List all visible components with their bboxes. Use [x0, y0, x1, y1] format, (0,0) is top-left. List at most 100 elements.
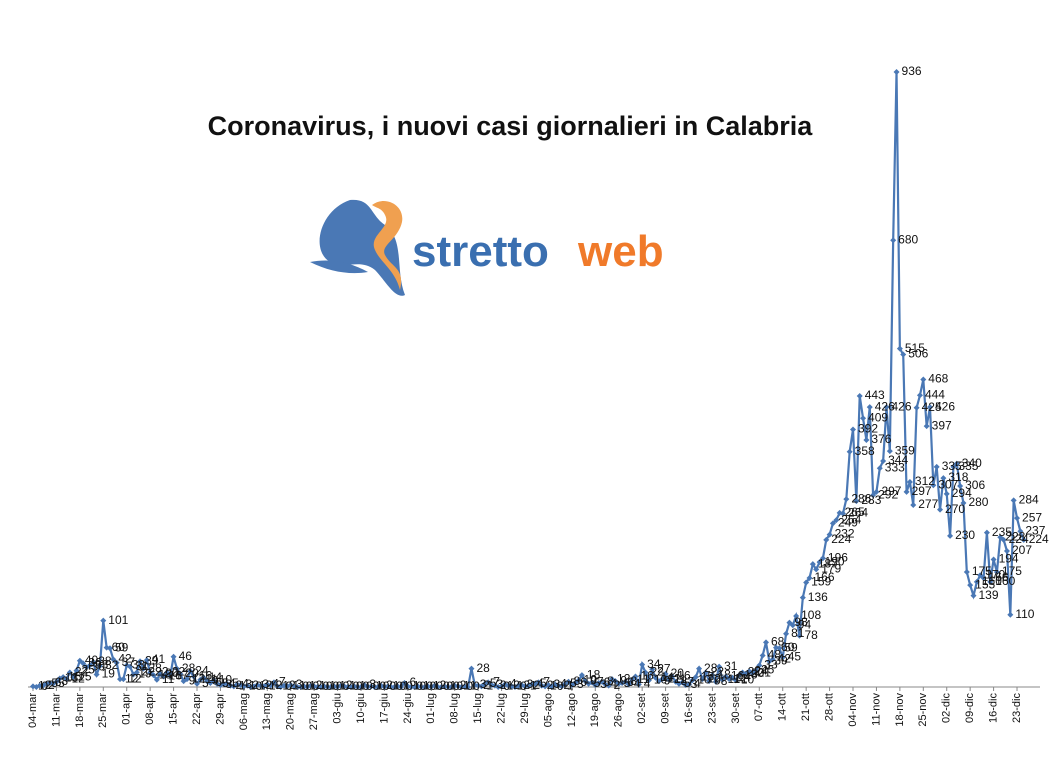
data-point — [639, 661, 646, 668]
x-tick-label: 16-dic — [987, 693, 999, 723]
value-label: 5 — [51, 676, 58, 690]
data-point — [418, 684, 425, 690]
data-point — [90, 659, 97, 666]
value-label: 3 — [553, 677, 560, 691]
data-point — [53, 678, 60, 685]
data-point — [963, 569, 970, 576]
data-point — [662, 670, 669, 677]
data-point — [665, 676, 672, 683]
value-label: 7 — [687, 675, 694, 689]
data-point — [371, 684, 378, 690]
value-label: 48 — [768, 648, 782, 662]
x-tick-label: 18-mar — [74, 693, 86, 728]
value-label: 33 — [764, 657, 778, 671]
data-point — [732, 677, 739, 684]
data-point — [853, 498, 860, 505]
value-label: 2 — [346, 678, 353, 692]
value-label: 0 — [306, 679, 313, 693]
value-label: 294 — [952, 486, 972, 500]
data-point — [756, 662, 763, 669]
data-point — [183, 676, 190, 683]
data-point — [137, 658, 144, 665]
value-label: 397 — [932, 418, 952, 432]
value-label: 1 — [413, 679, 420, 693]
value-label: 1 — [38, 679, 45, 693]
value-label: 179 — [821, 562, 841, 576]
data-point — [779, 654, 786, 661]
x-tick-label: 23-set — [706, 693, 718, 724]
value-label: 2 — [614, 678, 621, 692]
data-point — [826, 531, 833, 538]
data-point — [96, 662, 103, 669]
data-point — [187, 668, 194, 675]
data-point — [692, 674, 699, 681]
value-label: 45 — [788, 650, 802, 664]
value-label: 46 — [179, 649, 193, 663]
data-point — [434, 684, 441, 690]
value-label: 4 — [537, 677, 544, 691]
data-point — [578, 672, 585, 679]
data-point — [194, 680, 201, 687]
data-point — [953, 460, 960, 467]
value-label: 0 — [363, 679, 370, 693]
value-label: 21 — [758, 665, 772, 679]
data-point — [1003, 548, 1010, 555]
value-label: 12 — [192, 671, 206, 685]
value-label: 9 — [620, 673, 627, 687]
value-label: 2 — [440, 678, 447, 692]
value-label: 22 — [651, 665, 665, 679]
value-label: 3 — [600, 677, 607, 691]
data-point — [793, 613, 800, 620]
value-label: 20 — [751, 666, 765, 680]
value-label: 6 — [215, 675, 222, 689]
data-point — [829, 520, 836, 527]
value-label: 1 — [530, 679, 537, 693]
value-label: 0 — [333, 679, 340, 693]
value-label: 0 — [326, 679, 333, 693]
data-point — [113, 659, 120, 666]
data-point — [850, 426, 857, 433]
value-label: 6 — [627, 675, 634, 689]
value-label: 0 — [399, 679, 406, 693]
data-point — [605, 682, 612, 689]
value-label: 5 — [684, 676, 691, 690]
value-label: 257 — [1022, 510, 1042, 524]
data-point — [880, 457, 887, 464]
value-label: 680 — [898, 232, 918, 246]
logo-shape — [310, 260, 368, 274]
value-label: 81 — [791, 626, 805, 640]
x-tick-label: 21-ott — [800, 693, 812, 721]
value-label: 376 — [871, 432, 891, 446]
data-point — [819, 555, 826, 562]
data-point — [873, 488, 880, 495]
data-point — [930, 482, 937, 489]
value-label: 8 — [721, 674, 728, 688]
value-label: 2 — [500, 678, 507, 692]
value-label: 306 — [965, 478, 985, 492]
x-tick-label: 13-mag — [261, 693, 273, 730]
value-label: 307 — [938, 477, 958, 491]
value-label: 2 — [45, 678, 52, 692]
data-point — [645, 677, 652, 684]
value-label: 0 — [373, 679, 380, 693]
data-point — [916, 392, 923, 399]
data-point — [314, 684, 321, 690]
x-tick-label: 07-ott — [753, 693, 765, 721]
value-label: 2 — [460, 678, 467, 692]
data-point — [659, 676, 666, 683]
value-label: 224 — [1029, 532, 1049, 546]
value-label: 7 — [597, 675, 604, 689]
value-label: 16 — [677, 669, 691, 683]
value-label: 340 — [962, 456, 982, 470]
data-point — [401, 680, 408, 687]
value-label: 28 — [148, 661, 162, 675]
value-label: 335 — [958, 459, 978, 473]
x-tick-label: 16-set — [683, 693, 695, 724]
x-tick-label: 08-lug — [449, 693, 461, 724]
data-point — [799, 594, 806, 601]
value-label: 7 — [493, 675, 500, 689]
value-label: 0 — [343, 679, 350, 693]
value-label: 0 — [406, 679, 413, 693]
data-point — [893, 69, 900, 76]
value-label: 5 — [570, 676, 577, 690]
